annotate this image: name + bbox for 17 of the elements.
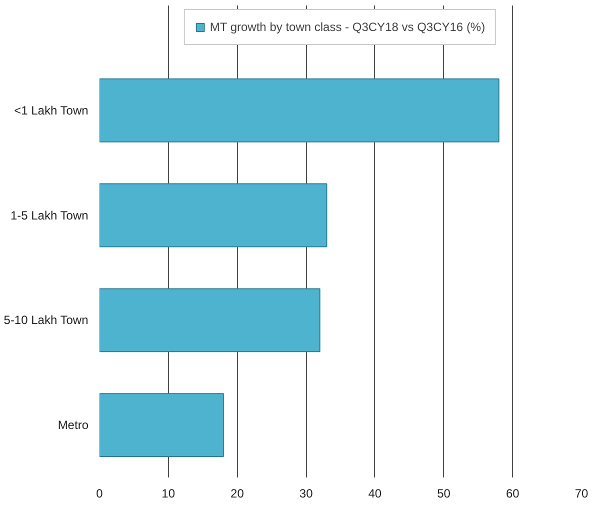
x-tick-label: 30 (299, 486, 314, 500)
legend-label: MT growth by town class - Q3CY18 vs Q3CY16 (%) (210, 20, 486, 34)
bar (100, 288, 320, 352)
y-tick-label: <1 Lakh Town (14, 103, 88, 118)
x-tick-label: 40 (368, 486, 382, 500)
bar (100, 393, 224, 458)
x-tick-label: 50 (437, 486, 451, 500)
x-tick-label: 10 (162, 486, 176, 500)
bar (100, 183, 328, 248)
x-tick-label: 0 (96, 486, 104, 500)
y-tick-label: 1-5 Lakh Town (10, 208, 88, 222)
x-tick-label: 70 (574, 486, 588, 500)
x-tick-label: 60 (506, 486, 520, 500)
y-tick-label: 5-10 Lakh Town (4, 313, 88, 328)
y-tick-label: Metro (58, 418, 89, 432)
x-tick-label: 20 (230, 486, 244, 500)
bar (100, 78, 500, 142)
